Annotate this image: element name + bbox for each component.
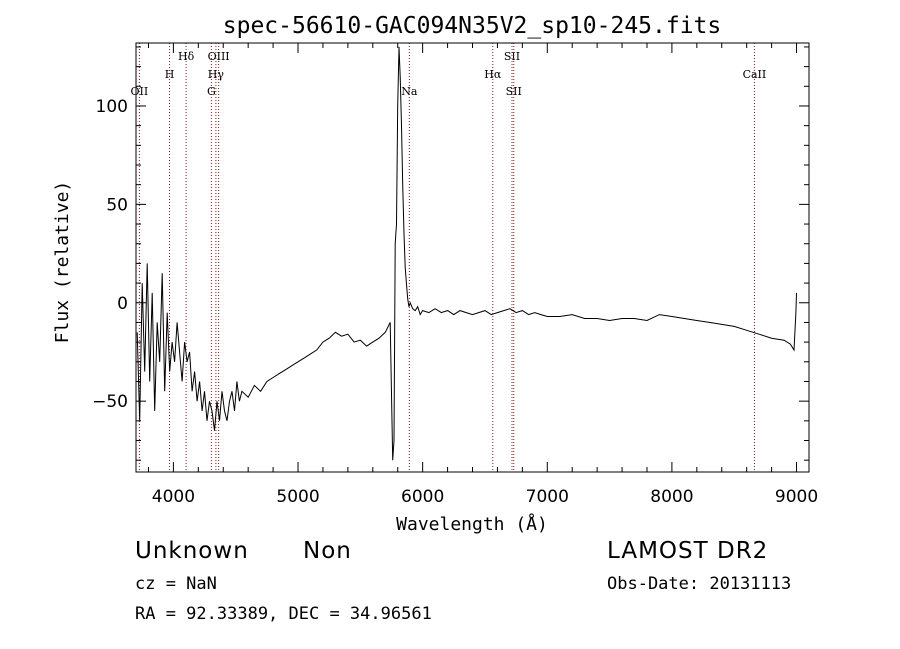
axis-ticks: 4000 5000 6000 7000 8000 9000 −50 0 50 100 [92, 43, 818, 507]
marker-label-6: Na [401, 85, 418, 98]
subclass-label: Non [303, 538, 352, 564]
y-axis-label: Flux (relative) [52, 181, 73, 344]
plot-frame [135, 42, 810, 473]
survey-label: LAMOST DR2 [607, 538, 769, 564]
y-tick-label-50: 50 [106, 195, 128, 215]
marker-label-2: Hδ [178, 50, 195, 63]
marker-label-0: OII [131, 85, 149, 98]
x-tick-label-4000: 4000 [152, 487, 195, 507]
spectrum-series [136, 46, 797, 461]
marker-label-4: Hγ [208, 68, 225, 81]
x-tick-label-7000: 7000 [526, 487, 569, 507]
obs-date-label: Obs-Date: 20131113 [607, 574, 792, 594]
redshift-label: cz = NaN [135, 574, 217, 594]
marker-label-9: SII [506, 85, 522, 98]
y-tick-label-100: 100 [96, 97, 128, 117]
marker-label-1: H [165, 68, 175, 81]
x-axis-label: Wavelength (Å) [396, 513, 548, 535]
marker-label-8: SII [504, 50, 520, 63]
marker-label-10: CaII [743, 68, 767, 81]
spectrum-line-0 [136, 46, 797, 461]
marker-label-5: OIII [208, 50, 230, 63]
marker-label-7: Hα [484, 68, 502, 81]
classification-label: Unknown [135, 538, 249, 564]
x-tick-label-5000: 5000 [276, 487, 319, 507]
marker-label-3: G [207, 85, 216, 98]
chart-title: spec-56610-GAC094N35V2_sp10-245.fits [223, 13, 722, 39]
x-tick-label-8000: 8000 [650, 487, 693, 507]
x-tick-label-9000: 9000 [775, 487, 818, 507]
coordinates-label: RA = 92.33389, DEC = 34.96561 [135, 604, 432, 624]
y-tick-label-0: 0 [117, 294, 128, 314]
x-tick-label-6000: 6000 [401, 487, 444, 507]
y-tick-label--50: −50 [92, 392, 128, 412]
